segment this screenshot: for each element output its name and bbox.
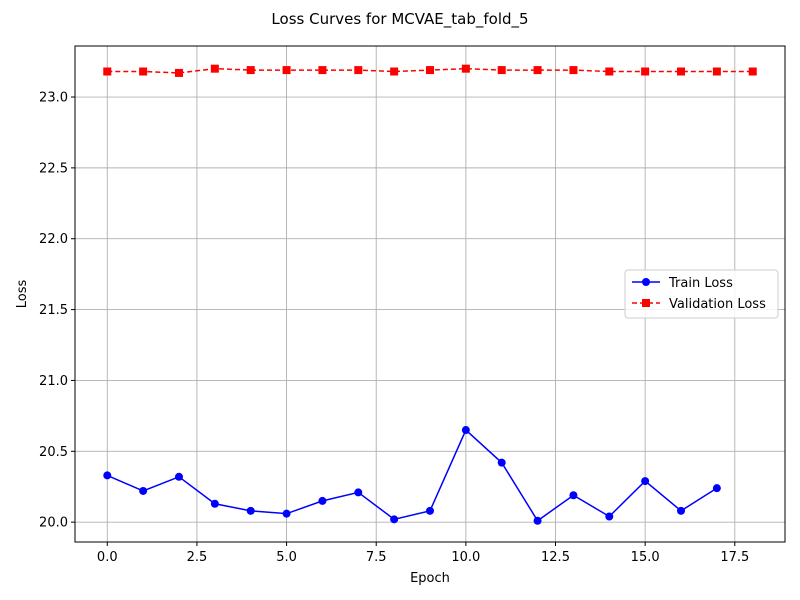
train-loss-point <box>641 477 650 486</box>
validation-loss-point <box>641 67 650 76</box>
x-tick-label: 0.0 <box>97 550 118 565</box>
x-tick-label: 17.5 <box>720 550 749 565</box>
validation-loss-point <box>569 66 578 75</box>
validation-loss-point <box>282 66 291 75</box>
tick-layer: 0.0 2.5 5.0 7.5 10.0 12.5 15.0 17.5 20.0 20.5 21.0… <box>39 91 749 565</box>
validation-loss-point <box>712 67 721 76</box>
train-loss-point <box>461 426 470 435</box>
validation-loss-point <box>354 66 363 75</box>
validation-loss-point <box>461 64 470 73</box>
train-loss-point <box>282 509 291 518</box>
train-loss-point <box>318 496 327 505</box>
y-tick-label: 21.5 <box>39 303 68 318</box>
train-loss-point <box>174 472 183 481</box>
validation-loss-point <box>390 67 399 76</box>
x-tick-label: 5.0 <box>276 550 297 565</box>
validation-loss-point <box>174 68 183 77</box>
validation-loss-point <box>533 66 542 75</box>
train-loss-point <box>712 484 721 493</box>
validation-loss-point <box>748 67 757 76</box>
legend-validation-marker <box>642 299 650 307</box>
train-loss-series <box>103 426 721 525</box>
validation-loss-point <box>318 66 327 75</box>
y-tick-label: 20.5 <box>39 445 68 460</box>
y-axis-label: Loss <box>15 280 30 309</box>
train-loss-point <box>426 506 434 515</box>
validation-loss-point <box>139 67 148 76</box>
train-loss-point <box>533 516 542 525</box>
x-tick-label: 10.0 <box>451 550 480 565</box>
train-loss-point <box>139 486 148 495</box>
train-loss-point <box>246 506 255 515</box>
x-tick-label: 7.5 <box>366 550 387 565</box>
legend-validation-label: Validation Loss <box>669 297 766 312</box>
train-loss-point <box>677 506 686 515</box>
train-loss-point <box>354 488 363 497</box>
validation-loss-point <box>426 66 434 75</box>
x-tick-label: 2.5 <box>187 550 208 565</box>
legend-train-label: Train Loss <box>668 276 733 291</box>
train-loss-point <box>103 471 112 480</box>
x-axis-label: Epoch <box>410 571 450 586</box>
train-loss-point <box>497 458 506 467</box>
grid-layer <box>75 46 785 542</box>
train-loss-line <box>106 428 718 522</box>
chart-title: Loss Curves for MCVAE_tab_fold_5 <box>271 10 528 29</box>
legend-box <box>624 269 779 319</box>
train-loss-point <box>569 491 578 500</box>
y-tick-label: 20.0 <box>39 516 68 531</box>
legend-train-marker <box>642 278 650 286</box>
validation-loss-point <box>605 67 614 76</box>
y-tick-label: 22.0 <box>39 232 68 247</box>
train-loss-point <box>605 512 614 521</box>
train-loss-point <box>390 515 399 524</box>
x-tick-label: 12.5 <box>541 550 570 565</box>
series-layer <box>103 64 757 525</box>
validation-loss-point <box>497 66 506 75</box>
validation-loss-series <box>103 64 757 77</box>
x-tick-label: 15.0 <box>631 550 660 565</box>
legend: Train Loss Validation Loss <box>624 269 779 319</box>
train-loss-point <box>210 499 219 508</box>
validation-loss-point <box>246 66 255 75</box>
y-tick-label: 21.0 <box>39 374 68 389</box>
y-tick-label: 22.5 <box>39 161 68 176</box>
validation-loss-point <box>677 67 686 76</box>
y-tick-label: 23.0 <box>39 91 68 106</box>
validation-loss-point <box>210 64 219 73</box>
plot-frame <box>74 45 786 543</box>
validation-loss-point <box>103 67 112 76</box>
